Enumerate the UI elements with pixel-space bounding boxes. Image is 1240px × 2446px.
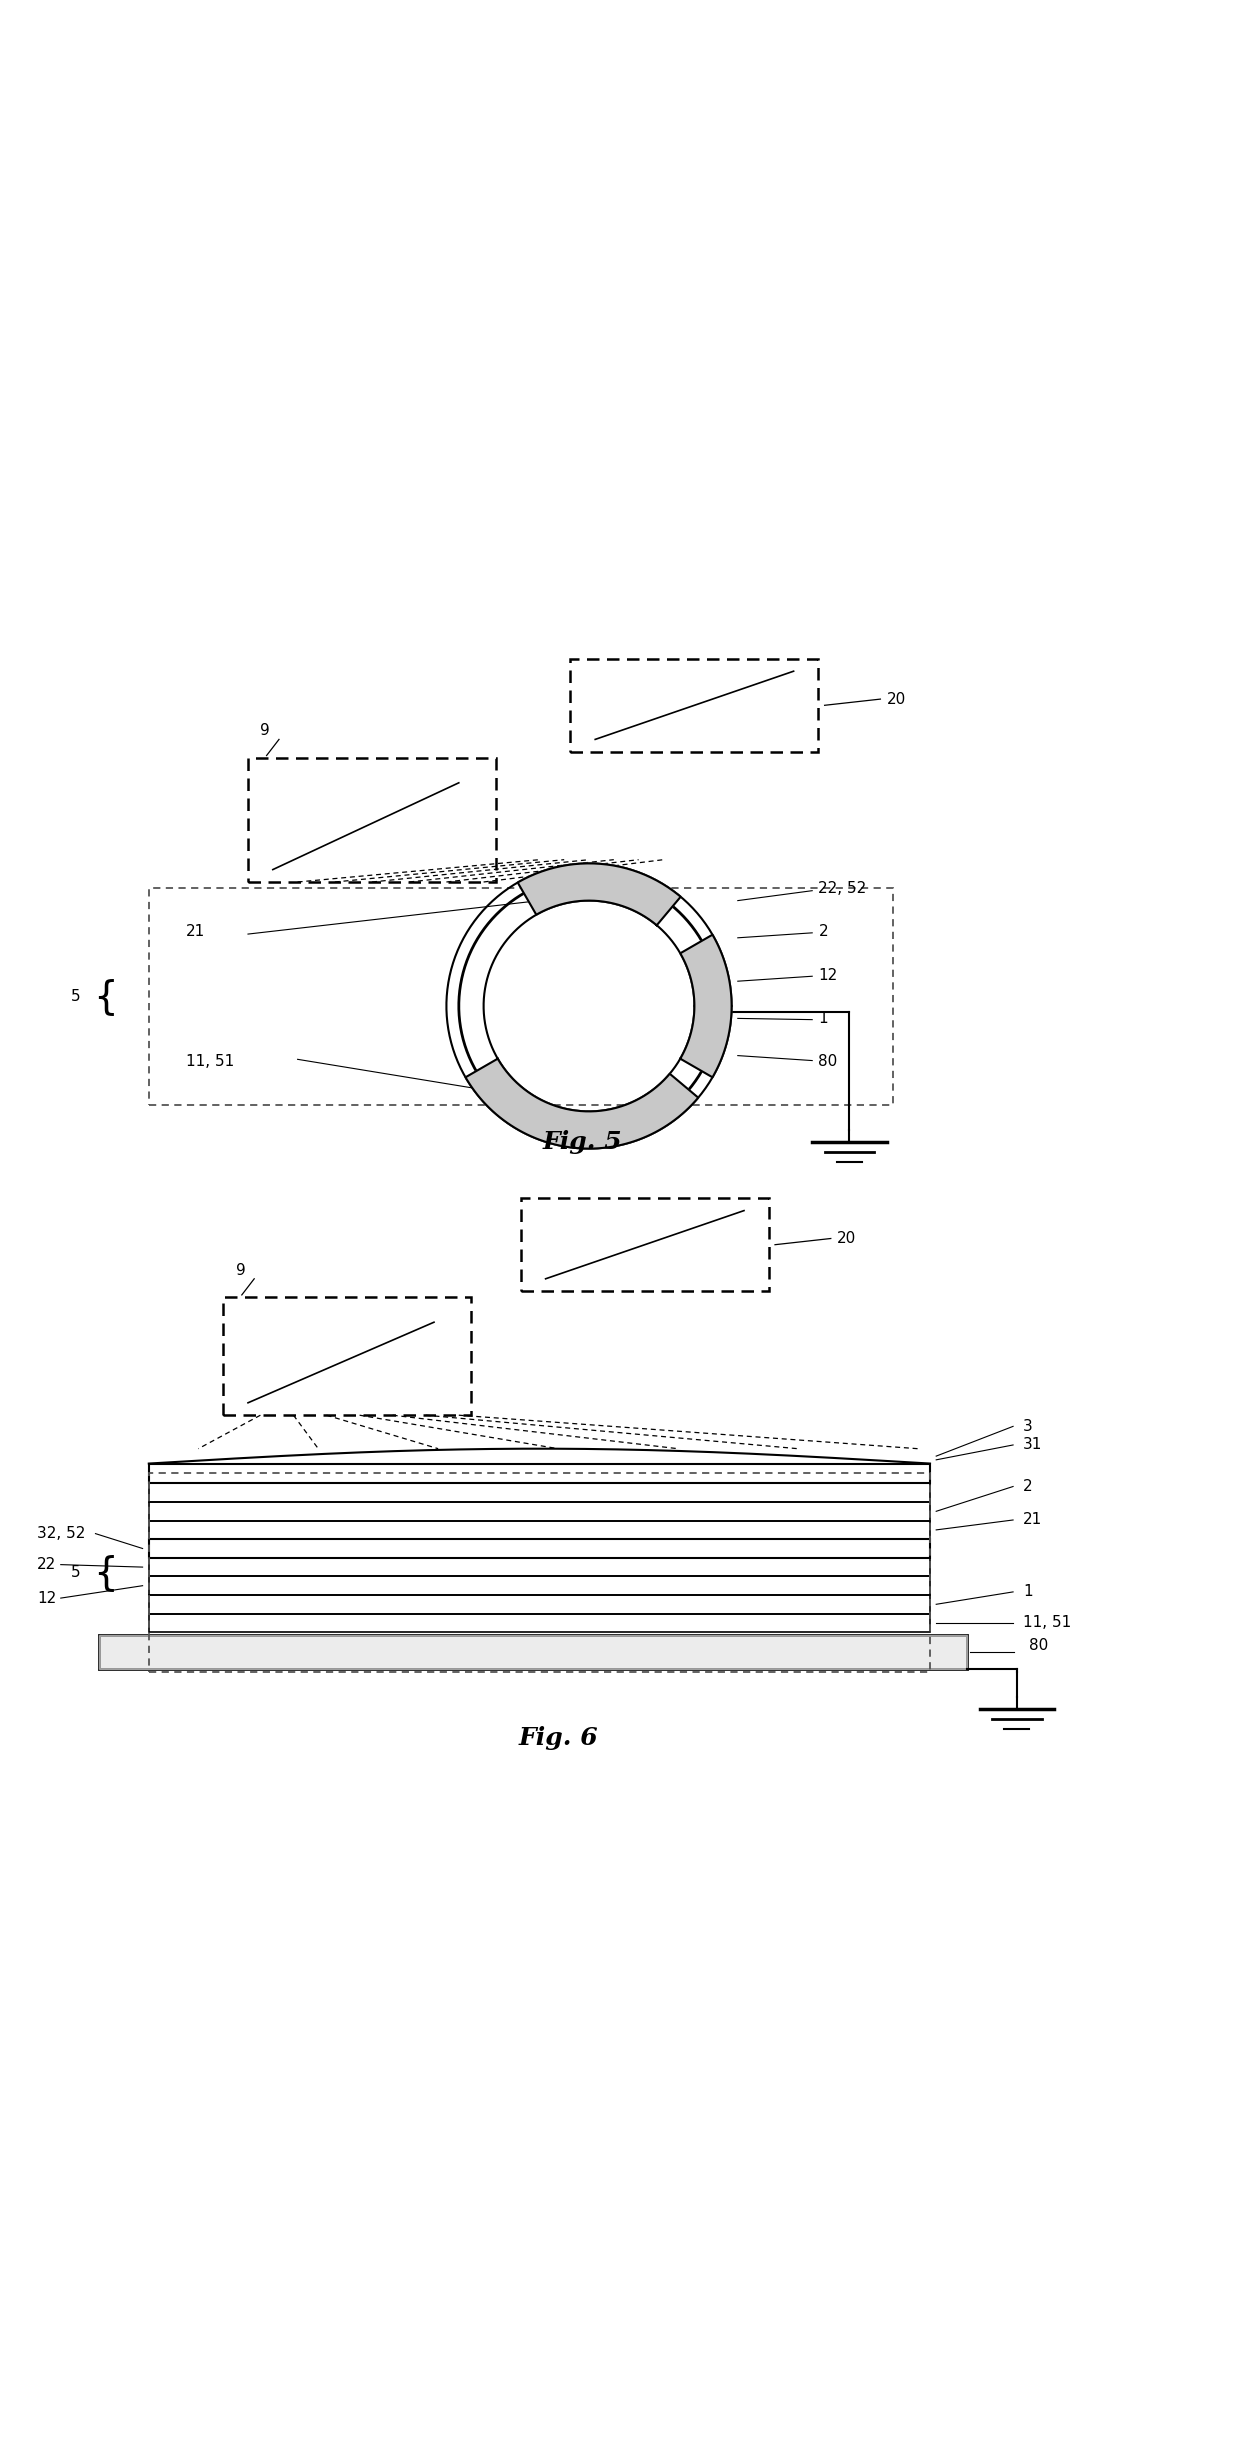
Text: 21: 21 <box>1023 1512 1043 1526</box>
Text: 5: 5 <box>71 988 81 1005</box>
Text: 22, 52: 22, 52 <box>818 881 867 895</box>
Text: 9: 9 <box>260 724 270 739</box>
Text: 2: 2 <box>818 925 828 939</box>
Text: 11, 51: 11, 51 <box>1023 1614 1071 1631</box>
Text: 11, 51: 11, 51 <box>186 1054 234 1069</box>
Text: 5: 5 <box>71 1565 81 1580</box>
Text: 21: 21 <box>186 925 206 939</box>
Text: 12: 12 <box>818 969 838 983</box>
Text: 12: 12 <box>37 1590 57 1605</box>
Text: 31: 31 <box>1023 1438 1043 1453</box>
Text: 20: 20 <box>887 692 906 707</box>
Text: Fig. 6: Fig. 6 <box>518 1724 598 1749</box>
Polygon shape <box>99 1634 967 1671</box>
Text: 80: 80 <box>818 1054 838 1069</box>
Text: 32, 52: 32, 52 <box>37 1526 86 1541</box>
Polygon shape <box>517 863 681 925</box>
Text: 1: 1 <box>1023 1585 1033 1600</box>
Text: 1: 1 <box>818 1010 828 1025</box>
Text: 20: 20 <box>837 1230 857 1245</box>
Polygon shape <box>681 934 732 1076</box>
Text: 9: 9 <box>236 1262 246 1277</box>
Text: Fig. 5: Fig. 5 <box>543 1130 622 1155</box>
Text: 80: 80 <box>1029 1639 1049 1653</box>
Polygon shape <box>465 1059 698 1150</box>
Text: 2: 2 <box>1023 1480 1033 1495</box>
Text: {: { <box>93 1553 118 1592</box>
Text: 3: 3 <box>1023 1419 1033 1433</box>
Text: 22: 22 <box>37 1558 57 1573</box>
Text: {: { <box>93 978 118 1015</box>
